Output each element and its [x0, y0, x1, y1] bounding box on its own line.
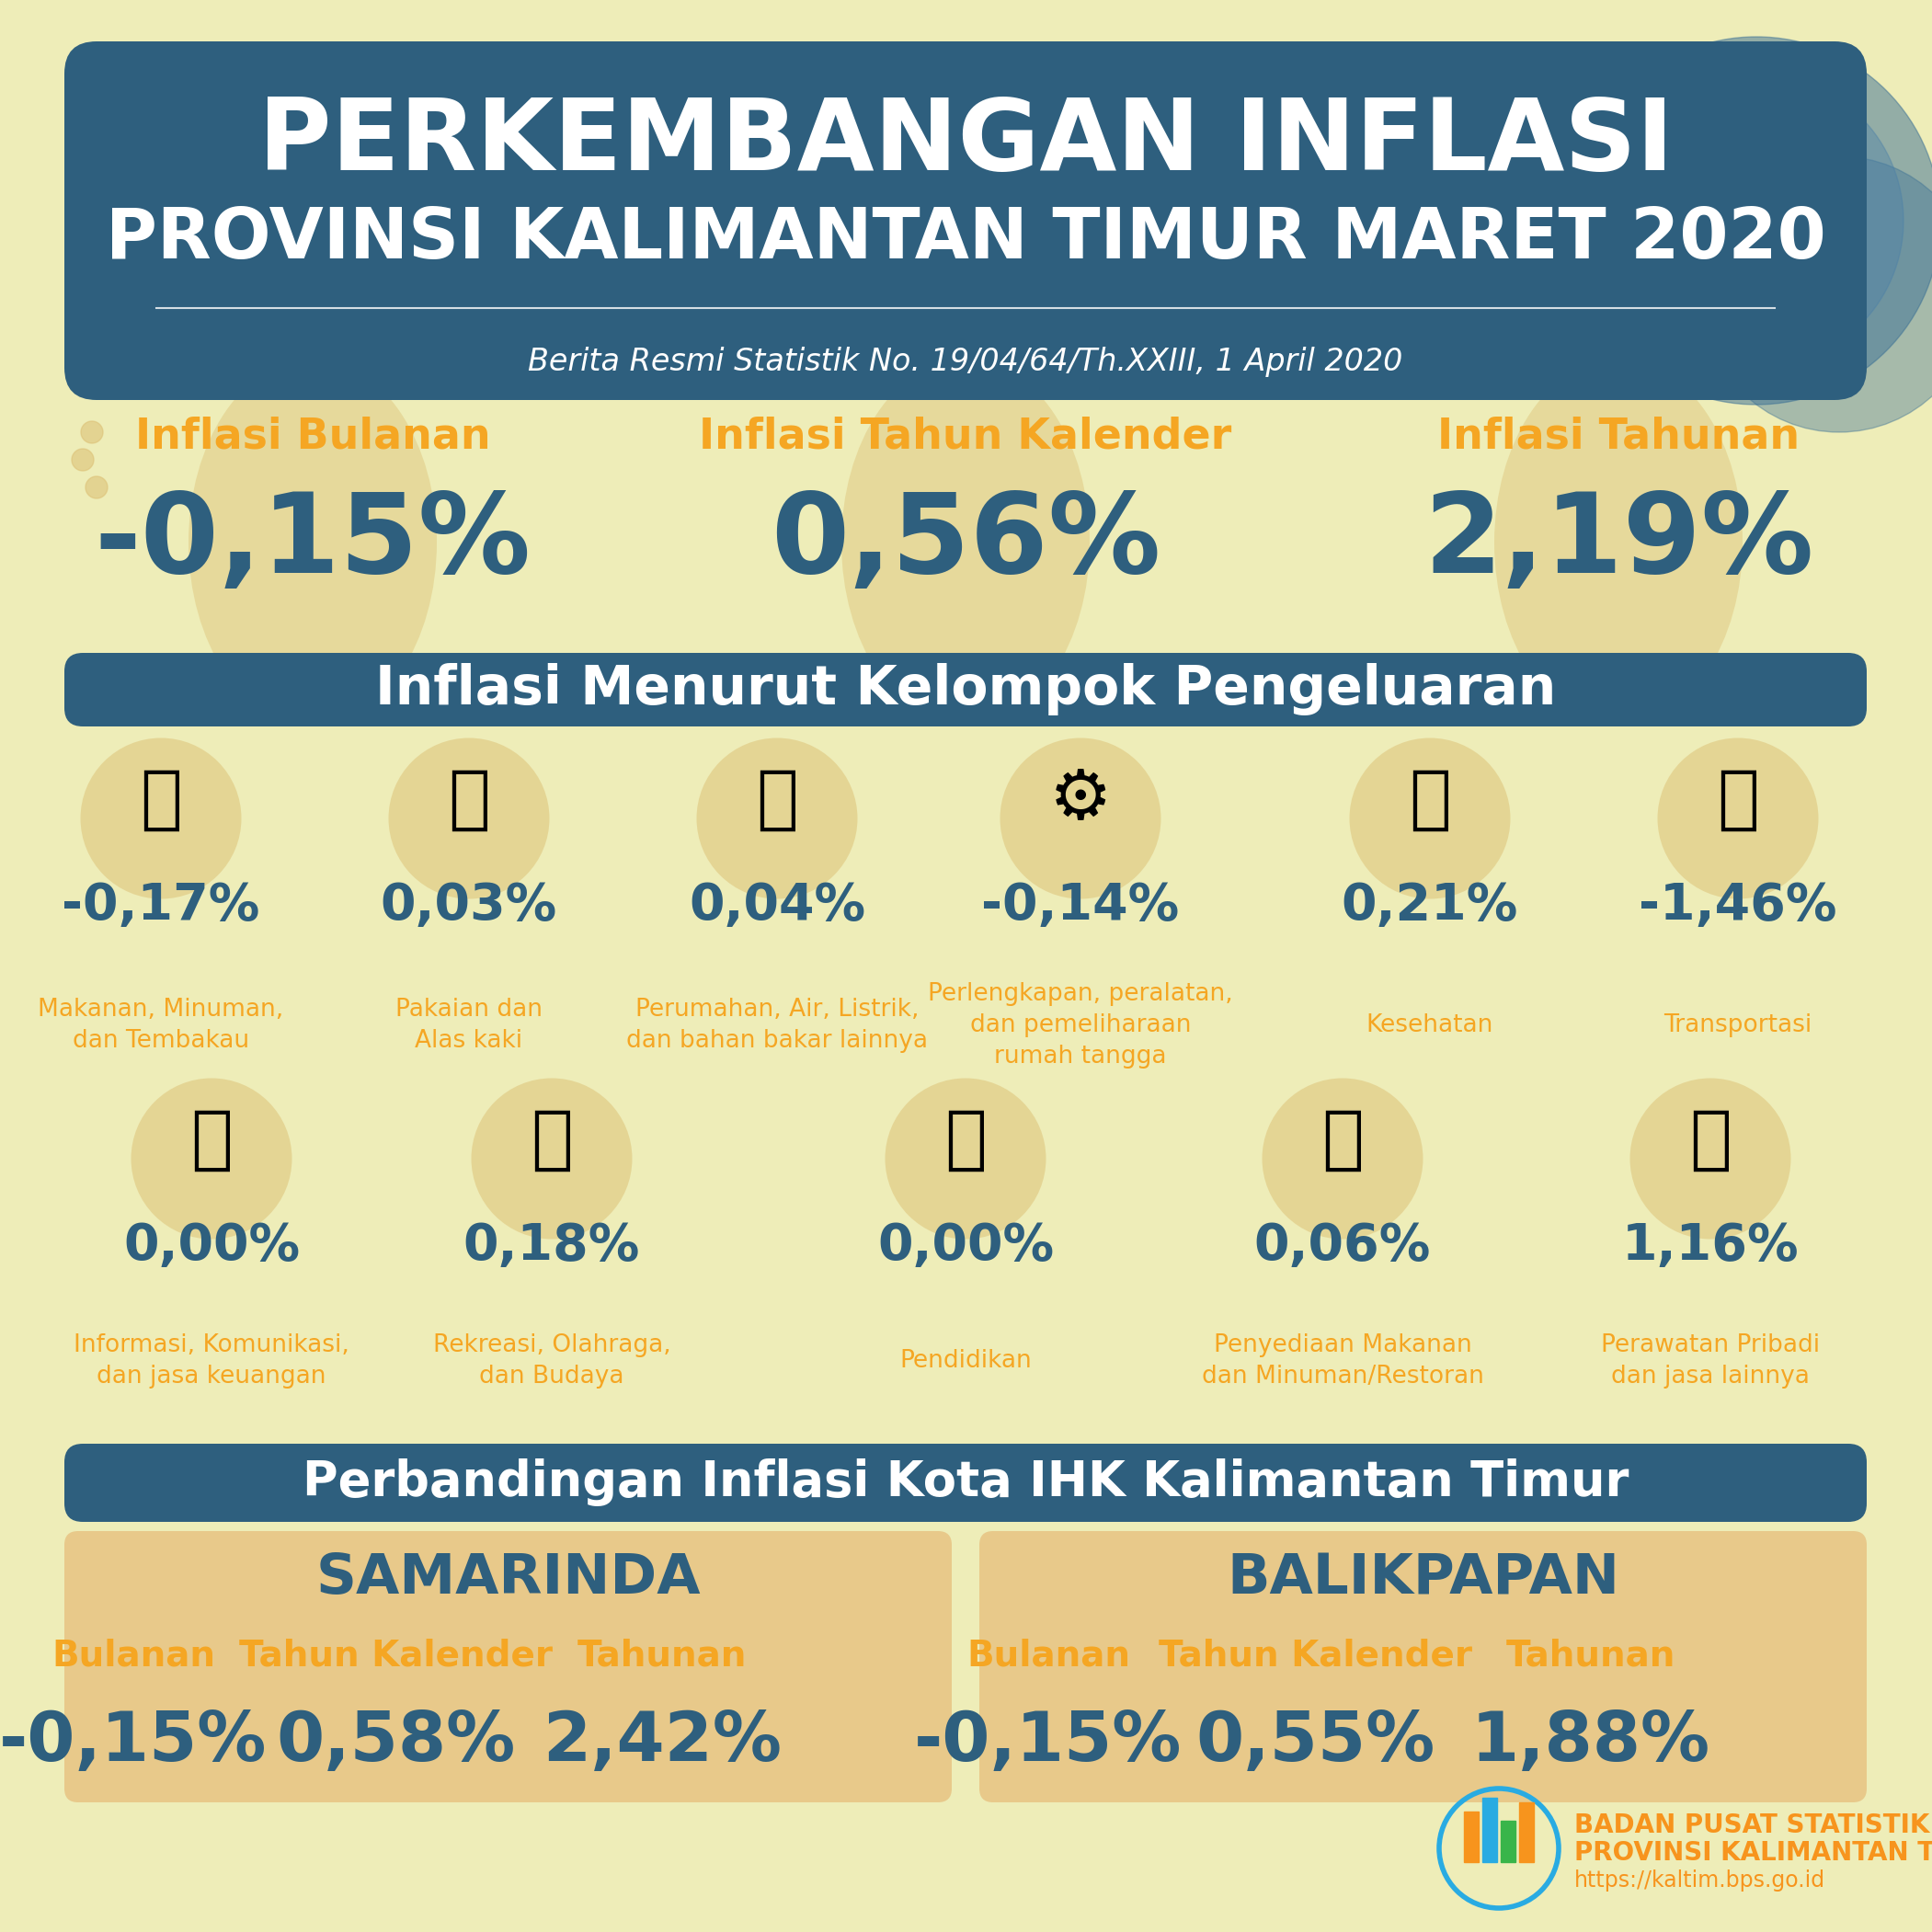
Ellipse shape: [81, 738, 242, 898]
Text: 📱: 📱: [191, 1107, 232, 1175]
Text: Informasi, Komunikasi,
dan jasa keuangan: Informasi, Komunikasi, dan jasa keuangan: [73, 1333, 350, 1389]
Text: PERKEMBANGAN INFLASI: PERKEMBANGAN INFLASI: [259, 95, 1673, 191]
Bar: [1464, 1812, 1478, 1862]
Ellipse shape: [1349, 738, 1511, 898]
Circle shape: [1609, 73, 1903, 367]
Text: BALIKPAPAN: BALIKPAPAN: [1227, 1551, 1619, 1605]
FancyBboxPatch shape: [64, 653, 1866, 726]
Text: 0,56%: 0,56%: [771, 489, 1161, 597]
Text: 👗: 👗: [448, 765, 491, 835]
Text: 🏠: 🏠: [755, 765, 798, 835]
Text: 📚: 📚: [945, 1107, 987, 1175]
Ellipse shape: [1262, 1078, 1424, 1238]
FancyBboxPatch shape: [64, 41, 1866, 400]
Text: Perbandingan Inflasi Kota IHK Kalimantan Timur: Perbandingan Inflasi Kota IHK Kalimantan…: [303, 1459, 1629, 1507]
Ellipse shape: [1658, 738, 1818, 898]
Text: 0,18%: 0,18%: [464, 1221, 639, 1271]
Text: 0,04%: 0,04%: [688, 881, 866, 931]
Text: Bulanan: Bulanan: [52, 1638, 214, 1673]
Text: Inflasi Menurut Kelompok Pengeluaran: Inflasi Menurut Kelompok Pengeluaran: [375, 663, 1555, 717]
Text: BADAN PUSAT STATISTIK: BADAN PUSAT STATISTIK: [1575, 1812, 1930, 1837]
Text: 2,42%: 2,42%: [543, 1710, 782, 1776]
FancyBboxPatch shape: [64, 1443, 1866, 1522]
Circle shape: [85, 477, 108, 498]
Text: 0,55%: 0,55%: [1196, 1710, 1435, 1776]
Text: 🏊: 🏊: [531, 1107, 572, 1175]
Text: PROVINSI KALIMANTAN TIMUR MARET 2020: PROVINSI KALIMANTAN TIMUR MARET 2020: [106, 205, 1826, 272]
Text: Perlengkapan, peralatan,
dan pemeliharaan
rumah tangga: Perlengkapan, peralatan, dan pemeliharaa…: [927, 981, 1233, 1068]
FancyBboxPatch shape: [980, 1530, 1866, 1803]
Text: -0,15%: -0,15%: [0, 1710, 267, 1776]
Text: 0,03%: 0,03%: [381, 881, 556, 931]
Ellipse shape: [1631, 1078, 1791, 1238]
Text: Makanan, Minuman,
dan Tembakau: Makanan, Minuman, dan Tembakau: [39, 997, 284, 1053]
Text: -0,17%: -0,17%: [62, 881, 261, 931]
Text: Inflasi Bulanan: Inflasi Bulanan: [135, 415, 491, 458]
Ellipse shape: [842, 359, 1090, 726]
Text: 1,16%: 1,16%: [1621, 1221, 1799, 1271]
Bar: [1519, 1803, 1534, 1862]
Text: Tahun Kalender: Tahun Kalender: [240, 1638, 553, 1673]
Text: -0,15%: -0,15%: [95, 489, 531, 597]
Text: 0,58%: 0,58%: [276, 1710, 516, 1776]
Text: Tahunan: Tahunan: [1507, 1638, 1675, 1673]
Text: 🏪: 🏪: [1321, 1107, 1364, 1175]
Text: -0,14%: -0,14%: [981, 881, 1179, 931]
Circle shape: [81, 421, 102, 442]
Ellipse shape: [189, 359, 437, 726]
Text: Pendidikan: Pendidikan: [900, 1349, 1032, 1374]
Text: 0,00%: 0,00%: [877, 1221, 1053, 1271]
Text: Bulanan: Bulanan: [966, 1638, 1130, 1673]
Ellipse shape: [1493, 359, 1743, 726]
Text: Perawatan Pribadi
dan jasa lainnya: Perawatan Pribadi dan jasa lainnya: [1602, 1333, 1820, 1389]
Bar: [1501, 1820, 1515, 1862]
Text: 0,21%: 0,21%: [1341, 881, 1519, 931]
Text: Kesehatan: Kesehatan: [1366, 1014, 1493, 1037]
Ellipse shape: [131, 1078, 292, 1238]
Bar: [1482, 1799, 1497, 1862]
Text: Penyediaan Makanan
dan Minuman/Restoran: Penyediaan Makanan dan Minuman/Restoran: [1202, 1333, 1484, 1389]
Ellipse shape: [388, 738, 549, 898]
Text: Transportasi: Transportasi: [1663, 1014, 1812, 1037]
Ellipse shape: [885, 1078, 1045, 1238]
Text: 🚌: 🚌: [1718, 765, 1758, 835]
Text: Tahunan: Tahunan: [578, 1638, 748, 1673]
Text: -0,15%: -0,15%: [914, 1710, 1182, 1776]
Text: 🍔: 🍔: [139, 765, 182, 835]
Text: Inflasi Tahunan: Inflasi Tahunan: [1437, 415, 1799, 458]
Text: 💆: 💆: [1689, 1107, 1731, 1175]
Text: Rekreasi, Olahraga,
dan Budaya: Rekreasi, Olahraga, dan Budaya: [433, 1333, 670, 1389]
Text: Inflasi Tahun Kalender: Inflasi Tahun Kalender: [699, 415, 1233, 458]
Circle shape: [1702, 156, 1932, 433]
Text: Tahun Kalender: Tahun Kalender: [1157, 1638, 1472, 1673]
Text: Pakaian dan
Alas kaki: Pakaian dan Alas kaki: [396, 997, 543, 1053]
Text: ⚙: ⚙: [1049, 765, 1113, 835]
Text: Berita Resmi Statistik No. 19/04/64/Th.XXIII, 1 April 2020: Berita Resmi Statistik No. 19/04/64/Th.X…: [527, 346, 1403, 377]
Text: https://kaltim.bps.go.id: https://kaltim.bps.go.id: [1575, 1870, 1826, 1891]
Ellipse shape: [1001, 738, 1161, 898]
Text: 0,00%: 0,00%: [124, 1221, 299, 1271]
Ellipse shape: [697, 738, 858, 898]
FancyBboxPatch shape: [64, 1530, 952, 1803]
Text: 1,88%: 1,88%: [1472, 1710, 1710, 1776]
Ellipse shape: [471, 1078, 632, 1238]
Text: 2,19%: 2,19%: [1424, 489, 1814, 597]
Circle shape: [1573, 37, 1932, 404]
Text: 🏥: 🏥: [1408, 765, 1451, 835]
Text: Perumahan, Air, Listrik,
dan bahan bakar lainnya: Perumahan, Air, Listrik, dan bahan bakar…: [626, 997, 927, 1053]
Text: PROVINSI KALIMANTAN TIMUR: PROVINSI KALIMANTAN TIMUR: [1575, 1839, 1932, 1866]
Text: SAMARINDA: SAMARINDA: [315, 1551, 701, 1605]
Text: 0,06%: 0,06%: [1254, 1221, 1432, 1271]
Circle shape: [71, 448, 95, 471]
Text: -1,46%: -1,46%: [1638, 881, 1837, 931]
